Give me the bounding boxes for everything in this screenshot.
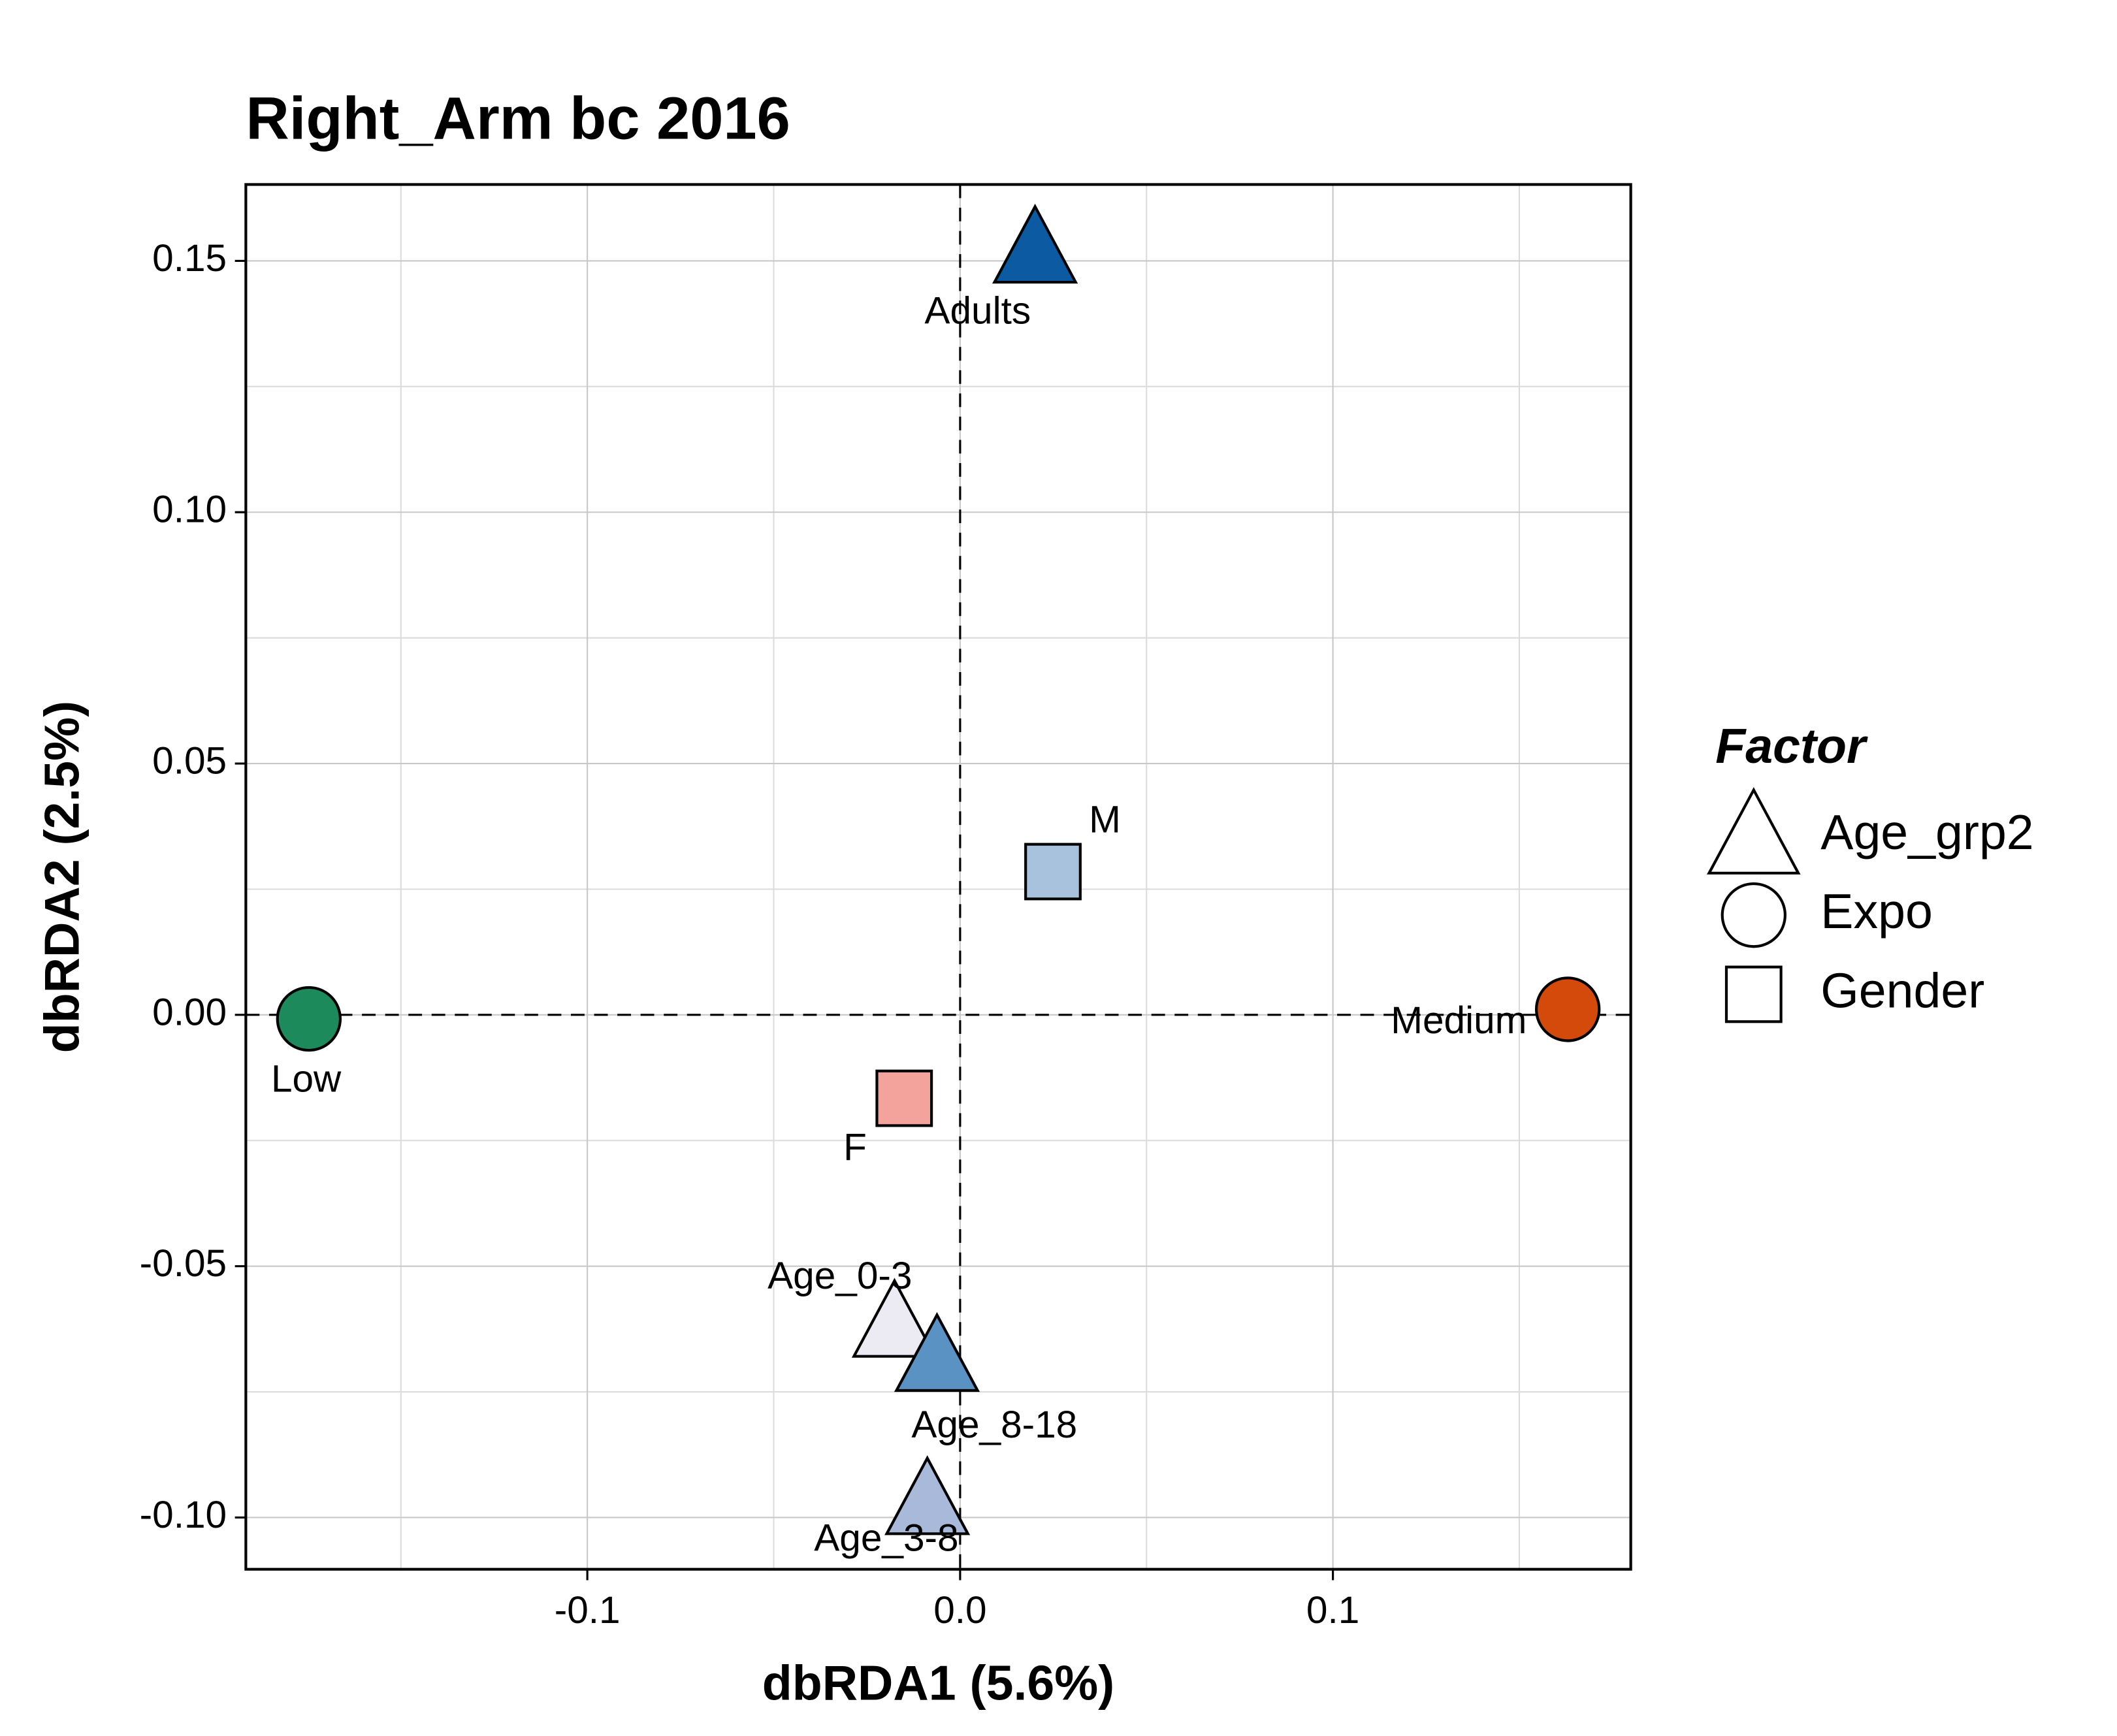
legend-label: Age_grp2 [1820, 805, 2033, 860]
legend-label: Gender [1820, 963, 1984, 1018]
y-tick-label: 0.05 [152, 740, 227, 782]
triangle-marker [851, 1278, 938, 1358]
y-tick-label: 0.10 [152, 489, 227, 531]
x-tick-label: 0.1 [1306, 1589, 1359, 1632]
circle-marker [1534, 976, 1601, 1042]
x-tick-label: -0.1 [555, 1589, 621, 1632]
legend-label: Expo [1820, 884, 1933, 939]
y-axis-label: dbRDA2 (2.5%) [34, 701, 89, 1053]
point-label: Age_8-18 [911, 1404, 1077, 1446]
point-label: Low [271, 1058, 342, 1101]
plot-frame [244, 183, 1632, 1571]
square-marker [1024, 843, 1082, 901]
point-label: F [843, 1127, 867, 1169]
triangle-marker [884, 1455, 971, 1535]
square-marker [875, 1069, 933, 1127]
y-tick-label: 0.15 [152, 237, 227, 280]
circle-marker [276, 986, 342, 1052]
point-label: Medium [1391, 999, 1527, 1042]
chart-title: Right_Arm bc 2016 [246, 86, 790, 152]
triangle-marker [1706, 787, 1801, 875]
point-label: Adults [924, 290, 1031, 332]
y-tick-label: -0.10 [140, 1494, 227, 1536]
point-label: Age_3-8 [814, 1517, 958, 1559]
circle-marker [1721, 882, 1786, 948]
y-tick-label: -0.05 [140, 1242, 227, 1285]
point-label: M [1089, 799, 1121, 841]
triangle-marker [894, 1311, 980, 1392]
x-axis-label: dbRDA1 (5.6%) [762, 1655, 1114, 1710]
y-tick-label: 0.00 [152, 991, 227, 1033]
triangle-marker [992, 203, 1078, 284]
legend-title: Factor [1715, 718, 1868, 773]
x-tick-label: 0.0 [933, 1589, 986, 1632]
point-label: Age_0-3 [768, 1255, 912, 1297]
square-marker [1724, 965, 1783, 1023]
